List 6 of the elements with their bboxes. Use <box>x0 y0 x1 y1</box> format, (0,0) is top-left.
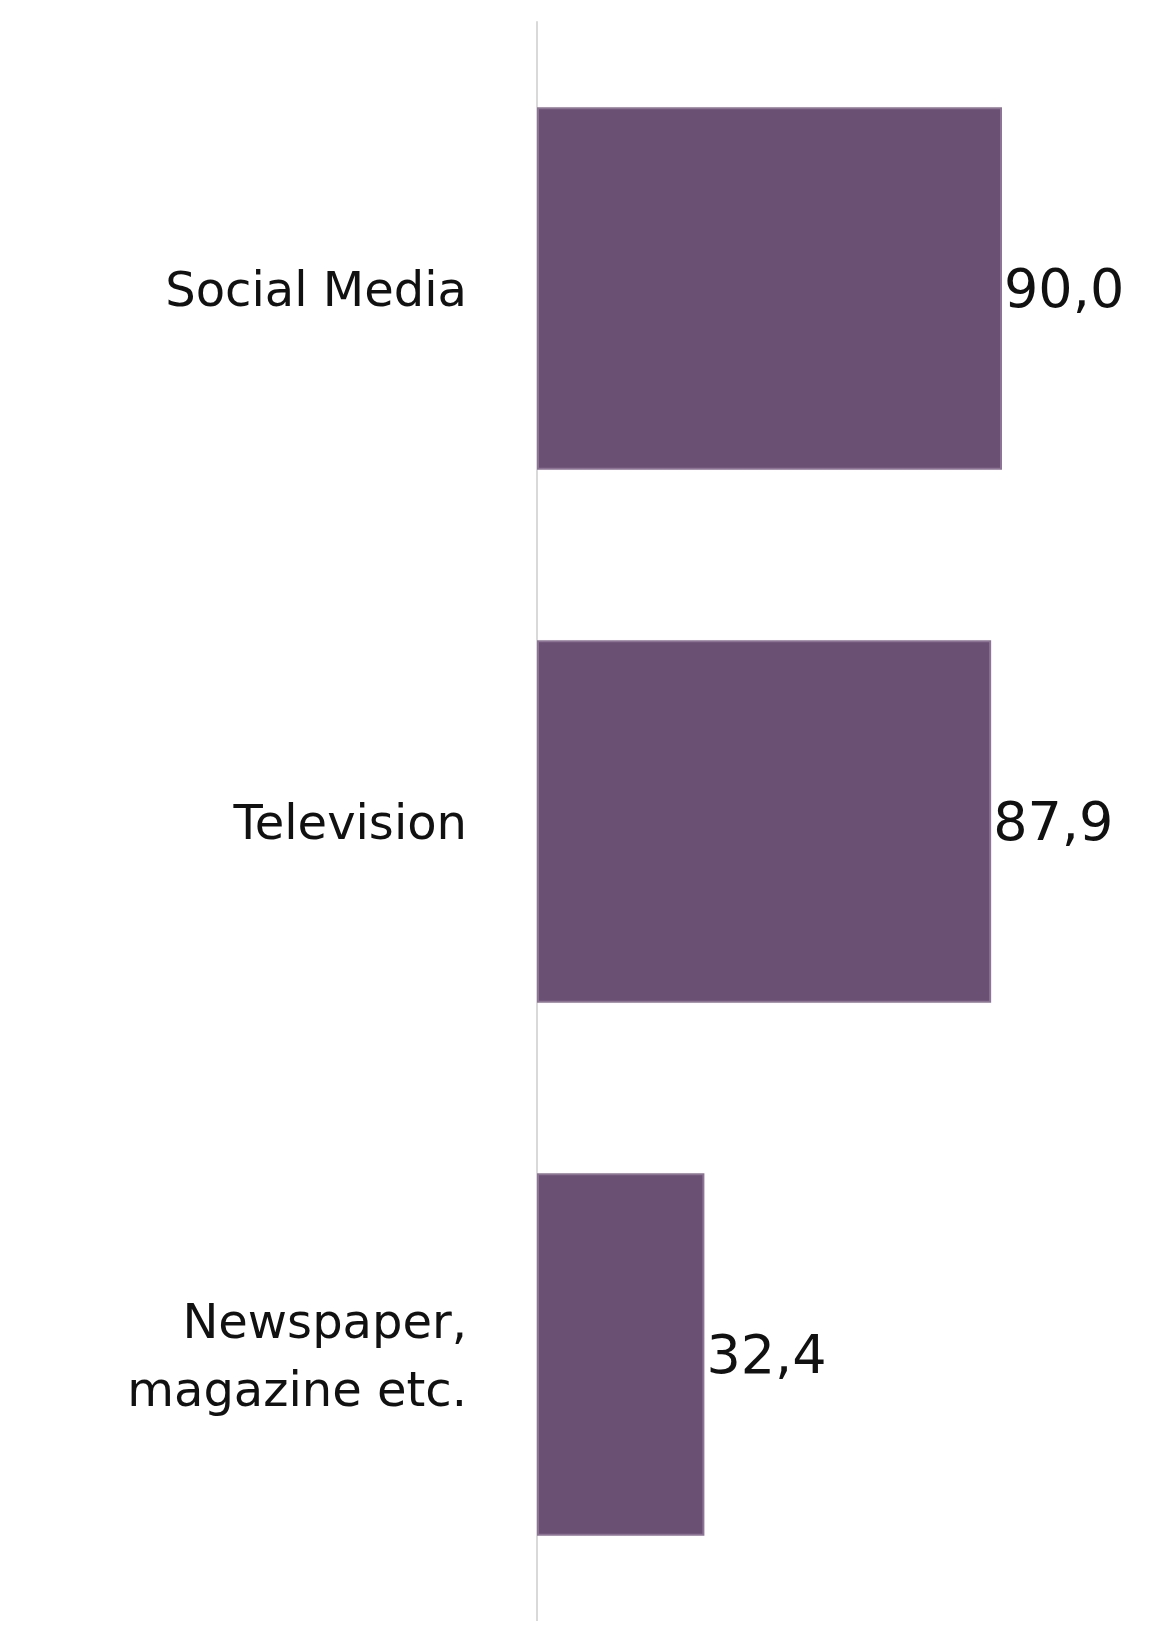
data-label: 90,0 <box>1004 257 1125 320</box>
data-label: 87,9 <box>993 790 1114 853</box>
y-tick-label: Social Media <box>165 260 467 317</box>
y-tick-label: Newspaper, magazine etc. <box>127 1292 467 1417</box>
data-label: 32,4 <box>706 1323 827 1386</box>
y-tick-label: Television <box>232 793 467 850</box>
